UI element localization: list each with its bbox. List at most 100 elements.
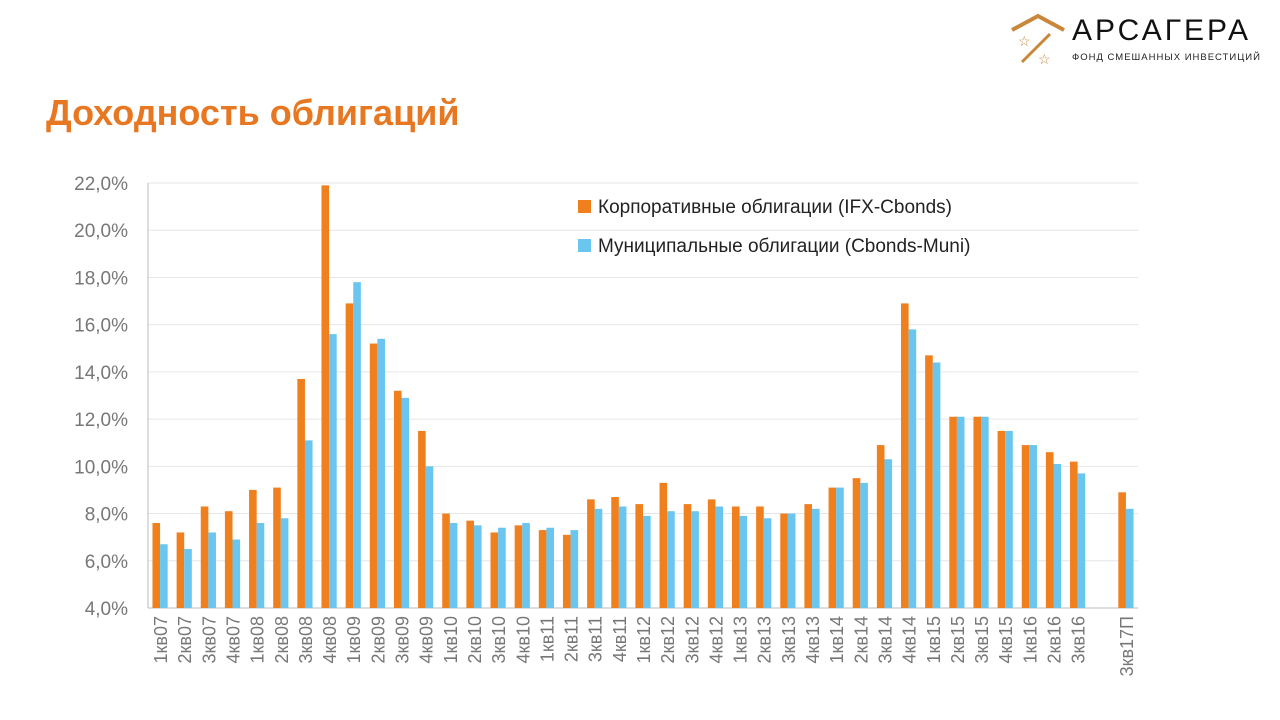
y-tick-label: 6,0% — [85, 552, 128, 573]
bar-municipal — [522, 523, 530, 608]
bar-municipal — [232, 539, 241, 608]
x-tick-label: 1кв15 — [924, 616, 944, 663]
logo-subtitle: ФОНД СМЕШАННЫХ ИНВЕСТИЦИЙ — [1072, 52, 1261, 63]
x-tick-label: 1кв12 — [634, 616, 654, 663]
bar-corporate — [442, 513, 450, 608]
bar-corporate — [1021, 445, 1030, 608]
bar-municipal — [401, 397, 410, 608]
legend-label: Корпоративные облигации (IFX-Cbonds) — [598, 197, 952, 218]
bar-municipal — [1125, 508, 1134, 608]
bar-corporate — [611, 497, 619, 608]
bar-corporate — [176, 532, 185, 608]
x-tick-label: 1кв08 — [248, 616, 268, 663]
bar-corporate — [152, 523, 161, 608]
y-tick-label: 10,0% — [74, 457, 128, 478]
x-tick-label: 1кв11 — [537, 616, 557, 662]
x-tick-label: 2кв12 — [658, 616, 678, 663]
y-tick-label: 12,0% — [74, 410, 128, 431]
bar-municipal — [594, 508, 603, 608]
x-tick-label: 3кв16 — [1069, 616, 1089, 663]
y-tick-label: 22,0% — [74, 174, 128, 195]
bar-municipal — [836, 487, 844, 608]
bar-corporate — [1070, 461, 1078, 608]
bar-municipal — [667, 511, 675, 608]
bar-municipal — [473, 525, 482, 608]
x-tick-label: 4кв11 — [610, 616, 630, 662]
bar-corporate — [297, 378, 305, 608]
x-tick-label: 4кв12 — [706, 616, 726, 663]
bar-corporate — [273, 487, 281, 608]
bar-corporate — [321, 185, 330, 608]
logo: ☆ ☆ АРСАГЕРА ФОНД СМЕШАННЫХ ИНВЕСТИЦИЙ — [1008, 12, 1273, 68]
x-tick-label: 3кв14 — [875, 616, 895, 663]
bar-corporate — [756, 506, 764, 608]
bar-corporate — [249, 489, 257, 608]
x-tick-label: 2кв15 — [948, 616, 968, 663]
x-tick-label: 2кв13 — [755, 616, 775, 663]
x-tick-label: 1кв14 — [827, 616, 847, 663]
bar-corporate — [731, 506, 740, 608]
bar-municipal — [377, 338, 385, 608]
bar-corporate — [659, 482, 668, 608]
x-tick-label: 3кв13 — [779, 616, 799, 663]
legend-label: Муниципальные облигации (Cbonds-Muni) — [598, 236, 970, 257]
x-tick-label: 1кв10 — [441, 616, 461, 663]
bar-municipal — [908, 329, 917, 608]
x-tick-label: 4кв08 — [320, 616, 340, 663]
bar-municipal — [449, 523, 458, 608]
bar-municipal — [884, 459, 893, 608]
x-tick-label: 3кв10 — [489, 616, 509, 663]
bar-municipal — [739, 515, 748, 608]
bar-municipal — [1005, 430, 1013, 608]
y-tick-label: 16,0% — [74, 316, 128, 337]
bar-municipal — [715, 506, 724, 608]
bar-municipal — [691, 511, 699, 608]
bar-corporate — [393, 390, 402, 608]
bar-municipal — [812, 508, 820, 608]
bar-corporate — [1118, 492, 1126, 608]
x-tick-label: 2кв08 — [272, 616, 292, 663]
x-tick-label: 4кв13 — [803, 616, 823, 663]
bar-municipal — [763, 518, 772, 608]
bar-corporate — [876, 445, 885, 608]
page-title: Доходность облигаций — [46, 92, 460, 133]
x-tick-label: 3кв07 — [199, 616, 219, 663]
bar-corporate — [997, 430, 1006, 608]
bar-municipal — [1029, 445, 1037, 608]
y-tick-label: 18,0% — [74, 268, 128, 289]
bar-municipal — [498, 527, 506, 608]
bar-municipal — [256, 523, 265, 608]
bar-corporate — [418, 430, 426, 608]
bar-corporate — [949, 416, 957, 608]
bar-municipal — [329, 334, 337, 608]
bar-corporate — [683, 504, 692, 608]
bar-corporate — [490, 532, 499, 608]
bar-corporate — [973, 416, 982, 608]
bar-municipal — [1053, 463, 1062, 608]
x-tick-label: 2кв09 — [368, 616, 388, 663]
bar-corporate — [369, 343, 378, 608]
bar-municipal — [208, 532, 216, 608]
bar-corporate — [828, 487, 837, 608]
bar-municipal — [932, 362, 941, 608]
bar-municipal — [425, 466, 434, 608]
y-tick-label: 14,0% — [74, 363, 128, 384]
x-tick-label: 3кв17П — [1117, 616, 1137, 676]
bar-corporate — [224, 511, 233, 608]
y-tick-label: 4,0% — [85, 599, 128, 620]
legend-swatch — [578, 200, 591, 213]
x-tick-label: 2кв11 — [562, 616, 582, 662]
x-tick-label: 1кв16 — [1020, 616, 1040, 663]
bar-municipal — [184, 548, 192, 608]
y-tick-label: 20,0% — [74, 221, 128, 242]
x-tick-label: 3кв09 — [393, 616, 413, 663]
bar-municipal — [981, 416, 989, 608]
x-tick-label: 2кв10 — [465, 616, 485, 663]
x-tick-label: 1кв13 — [731, 616, 751, 663]
bar-corporate — [538, 530, 547, 608]
bar-corporate — [925, 355, 933, 608]
bar-corporate — [780, 513, 788, 608]
bar-corporate — [901, 303, 909, 608]
x-tick-label: 4кв14 — [900, 616, 920, 663]
